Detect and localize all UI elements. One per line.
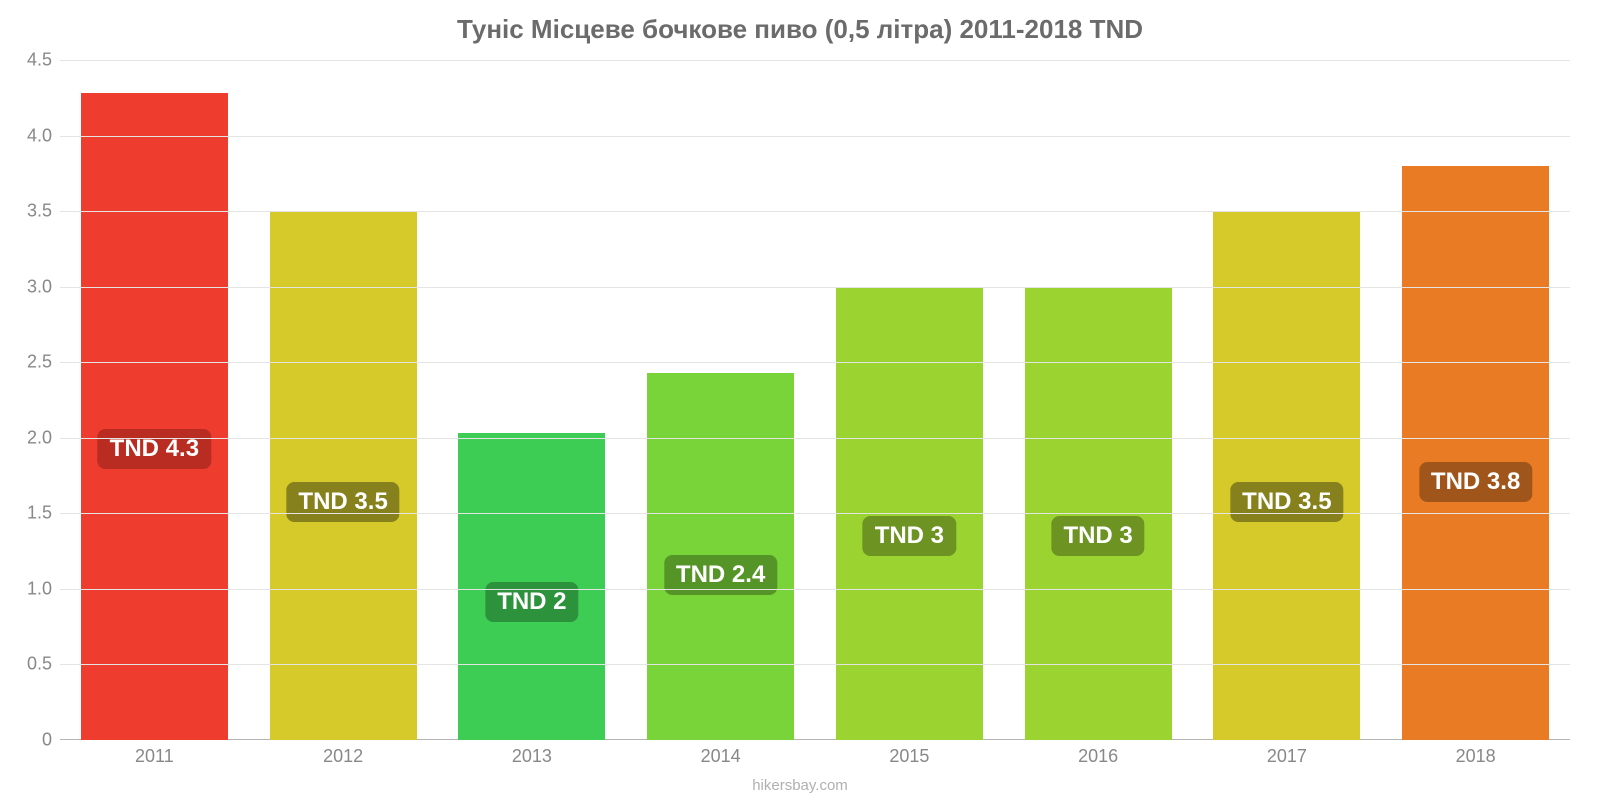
y-gridline [60, 287, 1570, 288]
bars-layer: TND 4.3 TND 3.5 TND 2 TND 2.4 TND 3 TND 3 TND … [60, 60, 1570, 740]
y-tick-label: 4.0 [27, 125, 52, 146]
bar: TND 2 [458, 433, 605, 740]
y-tick-label: 3.0 [27, 276, 52, 297]
y-tick-label: 0.5 [27, 654, 52, 675]
chart-title: Туніс Місцеве бочкове пиво (0,5 літра) 2… [0, 14, 1600, 45]
x-tick-label: 2011 [135, 746, 174, 767]
bar: TND 3.8 [1402, 166, 1549, 740]
chart-container: Туніс Місцеве бочкове пиво (0,5 літра) 2… [0, 0, 1600, 800]
bar-value-badge: TND 3.5 [286, 482, 399, 522]
plot-area: TND 4.3 TND 3.5 TND 2 TND 2.4 TND 3 TND 3 TND … [60, 60, 1570, 740]
bar-value-badge: TND 3 [863, 516, 956, 556]
y-gridline [60, 136, 1570, 137]
y-gridline [60, 513, 1570, 514]
bar-value-badge: TND 3.8 [1419, 462, 1532, 502]
x-tick-label: 2012 [323, 746, 363, 767]
x-tick-label: 2014 [701, 746, 741, 767]
x-tick-label: 2015 [889, 746, 929, 767]
bar: TND 2.4 [647, 373, 794, 740]
y-gridline [60, 60, 1570, 61]
y-tick-label: 4.5 [27, 50, 52, 71]
y-tick-label: 2.5 [27, 352, 52, 373]
y-gridline [60, 211, 1570, 212]
bar: TND 3.5 [1213, 211, 1360, 740]
y-tick-label: 2.0 [27, 427, 52, 448]
y-gridline [60, 438, 1570, 439]
bar-value-badge: TND 3.5 [1230, 482, 1343, 522]
attribution-text: hikersbay.com [0, 777, 1600, 794]
x-tick-label: 2018 [1456, 746, 1496, 767]
bar: TND 3.5 [270, 211, 417, 740]
y-gridline [60, 589, 1570, 590]
bar-value-badge: TND 4.3 [98, 429, 211, 469]
y-tick-label: 1.0 [27, 578, 52, 599]
bar: TND 4.3 [81, 93, 228, 740]
y-gridline [60, 664, 1570, 665]
x-tick-label: 2016 [1078, 746, 1118, 767]
bar-value-badge: TND 3 [1051, 516, 1144, 556]
x-tick-label: 2017 [1267, 746, 1307, 767]
y-gridline [60, 362, 1570, 363]
y-tick-label: 0 [42, 730, 52, 751]
x-tick-label: 2013 [512, 746, 552, 767]
y-tick-label: 3.5 [27, 201, 52, 222]
y-tick-label: 1.5 [27, 503, 52, 524]
